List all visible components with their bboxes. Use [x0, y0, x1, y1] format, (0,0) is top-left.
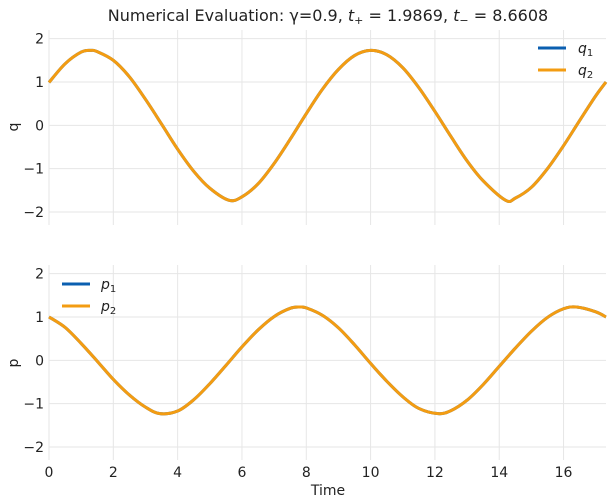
panel-p-yticks: −2 −1 0 1 2 — [23, 267, 44, 456]
x-tick-label: 10 — [362, 465, 380, 481]
panel-q-legend: q1 q2 — [538, 41, 593, 81]
y-tick-label: 2 — [35, 32, 44, 48]
panel-p-series — [48, 305, 607, 416]
y-tick-label: 1 — [35, 75, 44, 91]
x-tick-label: 4 — [173, 465, 182, 481]
panel-p-legend: p1 p2 — [62, 277, 116, 317]
y-tick-label: 2 — [35, 267, 44, 283]
y-tick-label: −2 — [23, 205, 44, 221]
chart-title: Numerical Evaluation: γ=0.9, t+ = 1.9869… — [108, 6, 548, 27]
panel-p-grid — [48, 265, 606, 460]
panel-p-ylabel: p — [6, 358, 22, 367]
legend-p2-label: p2 — [100, 299, 116, 317]
x-tick-label: 12 — [426, 465, 444, 481]
legend-q1-label: q1 — [578, 41, 593, 59]
title-tminus-label: t — [453, 6, 460, 25]
x-tick-label: 14 — [490, 465, 508, 481]
y-tick-label: 0 — [35, 353, 44, 369]
x-tick-label: 8 — [302, 465, 311, 481]
panel-q-series — [47, 48, 608, 203]
x-tick-label: 2 — [109, 465, 118, 481]
panel-p-xticks: 0 2 4 6 8 10 12 14 16 — [45, 465, 573, 481]
panel-q-ylabel: q — [6, 123, 22, 132]
series-line-p2 — [48, 305, 607, 416]
y-tick-label: −1 — [23, 162, 44, 178]
series-line-q1 — [47, 48, 608, 203]
x-tick-label: 6 — [237, 465, 246, 481]
y-tick-label: 1 — [35, 310, 44, 326]
panel-q: −2 −1 0 1 2 q q1 q2 — [6, 30, 608, 225]
title-tminus-value: = 8.6608 — [469, 6, 549, 25]
x-tick-label: 0 — [45, 465, 54, 481]
title-prefix: Numerical Evaluation: γ=0.9, — [108, 6, 348, 25]
title-tplus-label: t — [348, 6, 355, 25]
legend-p1-label: p1 — [100, 277, 116, 295]
series-line-q2 — [47, 48, 608, 203]
panel-q-grid — [48, 30, 606, 225]
panel-p-xlabel: Time — [310, 483, 345, 499]
title-tminus-sub: − — [459, 14, 468, 27]
y-tick-label: −1 — [23, 397, 44, 413]
panel-q-yticks: −2 −1 0 1 2 — [23, 32, 44, 221]
legend-q2-label: q2 — [578, 63, 593, 81]
x-tick-label: 16 — [555, 465, 573, 481]
title-tplus-value: = 1.9869, — [363, 6, 453, 25]
y-tick-label: 0 — [35, 118, 44, 134]
y-tick-label: −2 — [23, 440, 44, 456]
title-tplus-sub: + — [354, 14, 363, 27]
